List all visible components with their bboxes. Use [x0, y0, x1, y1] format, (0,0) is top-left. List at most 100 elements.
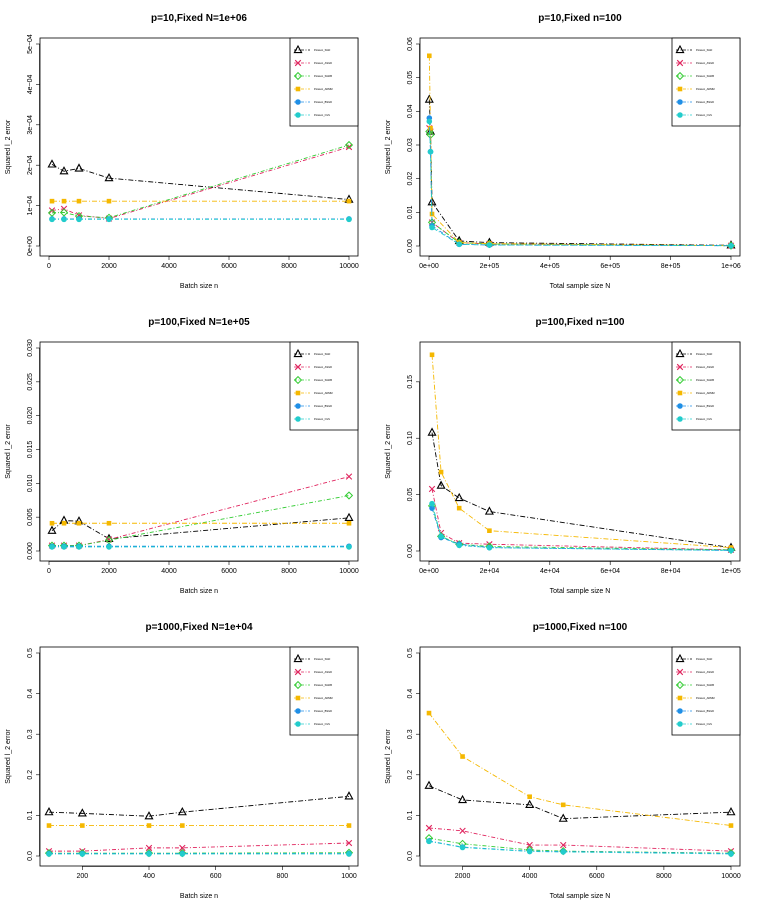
legend-label: Poisson_ADMM — [696, 87, 715, 91]
x-tick-label: 800 — [276, 873, 288, 880]
data-point — [76, 216, 82, 223]
y-axis-label: Squared l_2 error — [385, 424, 392, 479]
legend-marker — [293, 71, 303, 81]
legend-label: Poisson_SGD — [696, 352, 712, 356]
data-point — [424, 94, 434, 103]
x-tick-label: 8000 — [281, 568, 297, 575]
data-point — [346, 823, 352, 828]
x-axis-label: Total sample size N — [550, 588, 611, 595]
legend: Poisson_SGD Poisson_ASGD Poisson_SGDB Poiss… — [671, 646, 741, 736]
y-tick-label: 0.0 — [27, 851, 34, 861]
series-line — [431, 508, 732, 551]
chart-title: p=10,Fixed N=1e+06 — [151, 13, 247, 24]
y-tick-label: 0.1 — [407, 810, 414, 820]
legend: Poisson_SGD Poisson_ASGD Poisson_SGDB Poiss… — [289, 37, 359, 127]
y-tick-label: 0.025 — [27, 373, 34, 391]
legend: Poisson_SGD Poisson_ASGD Poisson_SGDB Poiss… — [289, 646, 359, 736]
data-point — [728, 545, 734, 550]
series-green — [47, 491, 354, 550]
series-line — [428, 121, 732, 247]
data-point — [460, 754, 465, 759]
legend-label: Poisson_ASGD — [696, 670, 714, 674]
legend-marker — [293, 348, 303, 358]
plot-frame — [39, 341, 359, 562]
data-point — [344, 140, 354, 150]
chart-panel: p=10,Fixed n=100 0e+00 2e+05 4e+05 6e+05 8e+0… — [385, 13, 741, 290]
data-point — [346, 216, 352, 223]
series-line — [52, 495, 350, 547]
x-tick-label: 10000 — [339, 263, 359, 270]
data-point — [728, 851, 734, 857]
legend-marker — [295, 99, 301, 105]
series-gold — [429, 352, 734, 550]
chart-panel: p=10,Fixed N=1e+06 0 2000 4000 6000 8000 10000… — [5, 13, 359, 290]
data-point — [486, 544, 493, 551]
series-line — [428, 118, 732, 247]
series-line — [428, 840, 732, 855]
data-point — [346, 198, 352, 204]
x-tick-label: 2000 — [455, 873, 471, 880]
data-point — [74, 163, 84, 172]
chart-panel: p=100,Fixed N=1e+05 0 2000 4000 6000 8000 1000… — [5, 317, 359, 595]
legend-marker — [295, 695, 301, 701]
data-point — [61, 544, 67, 550]
x-tick-label: 6000 — [221, 568, 237, 575]
x-tick-label: 2000 — [101, 568, 117, 575]
data-point — [344, 791, 354, 800]
x-tick-label: 4000 — [161, 263, 177, 270]
x-axis: 200 400 600 800 1000 — [76, 866, 357, 880]
series-gold — [49, 520, 352, 526]
series-gold — [426, 710, 734, 828]
legend-marker — [675, 44, 685, 54]
chart-title: p=10,Fixed n=100 — [538, 13, 622, 24]
data-point — [180, 823, 185, 828]
legend-label: Poisson_SGD — [314, 48, 330, 52]
legend-marker — [295, 403, 301, 409]
legend-label: Poisson_SGDB — [696, 74, 714, 78]
data-point — [104, 172, 114, 182]
data-point — [429, 224, 435, 231]
chart-title: p=100,Fixed N=1e+05 — [148, 317, 250, 328]
data-point — [560, 849, 567, 855]
data-point — [428, 485, 436, 493]
legend-marker — [677, 416, 683, 422]
legend-label: Poisson_ASGD — [314, 670, 332, 674]
data-point — [59, 166, 69, 175]
series-line — [431, 432, 732, 549]
x-tick-label: 6000 — [589, 873, 605, 880]
legend-label: Poisson_ASGD — [696, 61, 714, 65]
series-black — [424, 780, 736, 822]
data-point — [48, 207, 56, 214]
data-point — [106, 216, 112, 223]
y-tick-label: 1e−04 — [27, 196, 34, 216]
data-point — [454, 492, 464, 502]
x-tick-label: 8e+04 — [661, 568, 681, 575]
data-point — [106, 520, 112, 526]
data-point — [728, 547, 734, 554]
data-point — [427, 427, 437, 436]
legend: Poisson_SGD Poisson_ASGD Poisson_SGDB Poiss… — [671, 341, 741, 431]
y-tick-label: 0.005 — [27, 508, 34, 526]
data-point — [346, 520, 352, 526]
data-point — [61, 198, 67, 204]
legend-label: Poisson_BSGD — [314, 404, 332, 408]
y-axis: 0.00 0.05 0.10 0.15 — [407, 375, 420, 558]
legend-label: Poisson_OLS — [314, 417, 330, 421]
data-point — [526, 841, 533, 849]
series-line — [51, 144, 350, 219]
series-black — [47, 512, 354, 542]
y-tick-label: 0.3 — [27, 729, 34, 739]
data-point — [429, 500, 435, 507]
data-point — [49, 198, 55, 204]
y-axis: 0e+00 1e−04 2e−04 3e−04 4e−04 5e−04 — [27, 34, 40, 256]
data-point — [487, 528, 492, 533]
y-tick-label: 0e+00 — [27, 236, 34, 256]
legend-label: Poisson_OLS — [696, 417, 712, 421]
x-axis-label: Batch size n — [180, 893, 218, 900]
x-tick-label: 1000 — [341, 873, 357, 880]
series-line — [428, 131, 732, 247]
legend-label: Poisson_SGDB — [314, 683, 332, 687]
x-tick-label: 2e+04 — [480, 568, 500, 575]
data-point — [49, 520, 55, 526]
data-point — [456, 542, 463, 549]
